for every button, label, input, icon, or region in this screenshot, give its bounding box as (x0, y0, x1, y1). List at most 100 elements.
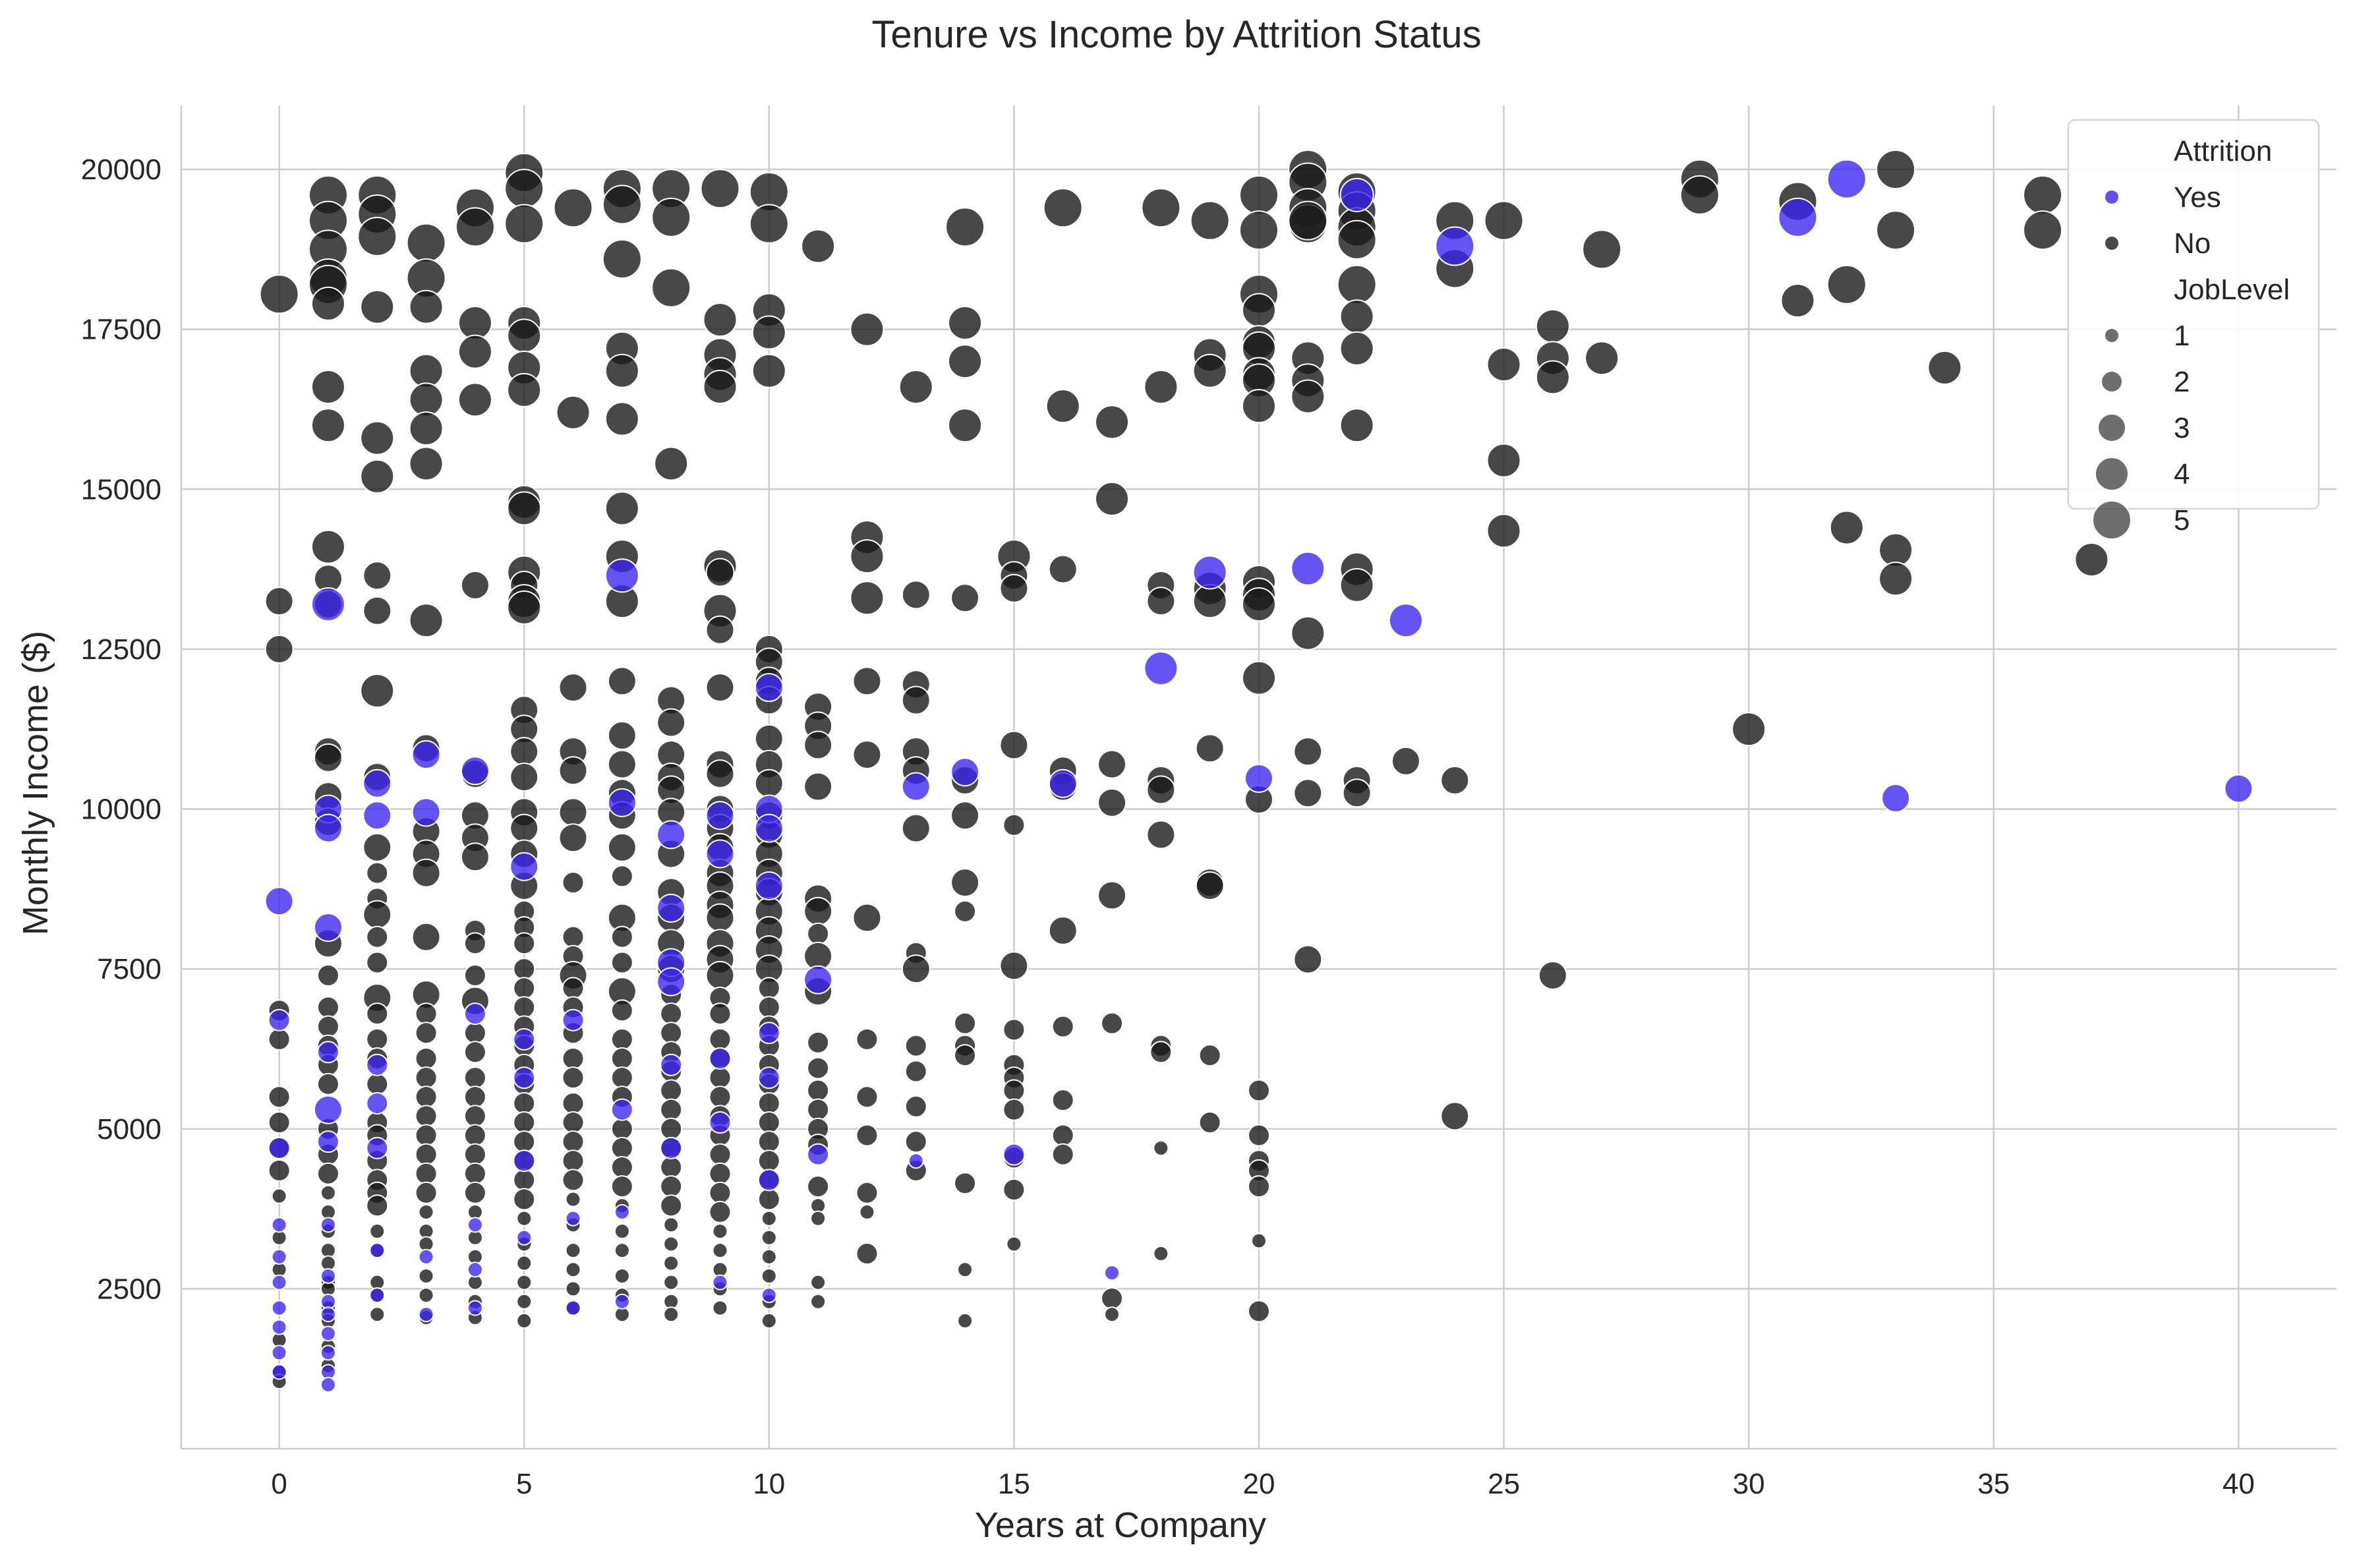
data-point-no (901, 954, 931, 984)
data-point-no (1876, 210, 1916, 250)
y-tick-label: 12500 (81, 633, 161, 666)
data-point-no (513, 996, 536, 1019)
data-point-no (607, 720, 637, 750)
data-point-no (1538, 960, 1567, 990)
data-point-no (1048, 554, 1078, 584)
data-point-no (457, 382, 492, 417)
data-point-no (703, 370, 738, 405)
y-axis-ticks: 2500 5000 7500 10000 12500 15000 17500 20000 (81, 154, 161, 1305)
data-point-yes (509, 852, 539, 881)
data-point-no (757, 1091, 780, 1115)
chart-title: Tenure vs Income by Attrition Status (871, 13, 1481, 56)
data-point-no (463, 1124, 486, 1147)
data-point-no (950, 801, 980, 830)
data-point-yes (1291, 551, 1325, 586)
data-point-no (463, 964, 486, 987)
data-point-no (610, 1066, 633, 1089)
data-point-no (810, 1274, 827, 1291)
data-point-no (1535, 308, 1570, 343)
legend-size-title: JobLevel (2174, 274, 2290, 306)
data-point-yes (757, 1022, 780, 1045)
data-point-no (1097, 788, 1127, 817)
data-point-no (562, 1130, 585, 1153)
data-point-no (320, 1184, 336, 1201)
data-point-no (406, 223, 446, 263)
data-point-no (999, 730, 1029, 760)
data-point-no (901, 580, 931, 610)
data-point-yes (271, 1364, 287, 1380)
data-point-no (856, 1028, 879, 1051)
data-point-no (954, 900, 977, 923)
data-point-yes (320, 1306, 336, 1323)
data-point-yes (656, 967, 686, 997)
x-tick-label: 0 (271, 1468, 287, 1500)
data-point-no (705, 960, 735, 990)
y-tick-label: 17500 (81, 314, 161, 346)
data-point-no (310, 286, 345, 321)
data-point-no (1878, 562, 1913, 596)
data-point-no (562, 1111, 585, 1134)
data-point-no (1927, 350, 1962, 385)
data-point-no (607, 666, 637, 696)
data-point-no (411, 858, 441, 888)
y-tick-label: 15000 (81, 473, 161, 506)
data-point-no (712, 1300, 728, 1316)
legend-label-yes: Yes (2174, 181, 2221, 214)
data-point-no (1339, 408, 1374, 443)
data-point-no (513, 1091, 536, 1115)
data-point-no (363, 561, 392, 591)
legend-size-marker (2097, 413, 2126, 442)
data-point-no (516, 1255, 533, 1271)
data-point-no (757, 1149, 780, 1173)
data-point-no (663, 1255, 680, 1271)
data-point-no (504, 169, 544, 209)
data-point-no (1242, 587, 1276, 622)
data-point-yes (614, 1204, 630, 1220)
data-point-no (1192, 584, 1227, 619)
data-point-yes (366, 1136, 389, 1159)
data-point-yes (1144, 651, 1178, 686)
data-point-no (957, 1312, 974, 1329)
x-tick-label: 40 (2223, 1468, 2255, 1500)
data-point-no (1097, 749, 1127, 779)
data-point-no (509, 813, 539, 843)
data-point-no (271, 1188, 287, 1204)
data-point-no (463, 1143, 486, 1166)
data-point-no (513, 977, 536, 1000)
data-point-no (1251, 1233, 1267, 1249)
data-point-no (562, 925, 585, 948)
data-point-no (807, 1098, 830, 1121)
data-point-yes (1435, 226, 1475, 266)
y-tick-label: 20000 (81, 154, 161, 186)
data-point-yes (411, 740, 441, 770)
data-point-no (614, 1242, 630, 1259)
data-point-no (852, 666, 882, 696)
data-point-yes (366, 1053, 389, 1076)
data-point-no (610, 951, 633, 974)
data-point-no (1051, 1143, 1074, 1166)
legend-size-marker (2095, 457, 2129, 491)
data-point-no (1051, 1124, 1074, 1147)
data-point-yes (1339, 177, 1374, 212)
x-tick-label: 30 (1733, 1468, 1765, 1500)
data-point-no (558, 823, 588, 853)
x-tick-label: 20 (1243, 1468, 1275, 1500)
data-point-yes (369, 1242, 386, 1259)
data-point-no (904, 1060, 927, 1083)
data-point-yes (705, 801, 735, 830)
data-point-no (852, 903, 882, 933)
data-point-no (1337, 219, 1377, 260)
data-point-yes (310, 587, 345, 622)
data-point-no (709, 1162, 732, 1185)
data-point-no (357, 216, 397, 256)
data-point-no (660, 1098, 683, 1121)
legend-hue-title: Attrition (2174, 135, 2272, 167)
data-point-yes (660, 1136, 683, 1159)
data-point-no (460, 842, 490, 872)
data-point-no (1293, 737, 1323, 767)
data-point-no (1195, 871, 1225, 900)
data-point-no (2023, 210, 2063, 250)
data-point-no (558, 798, 588, 827)
data-point-no (1242, 293, 1276, 328)
data-point-no (1291, 379, 1325, 414)
